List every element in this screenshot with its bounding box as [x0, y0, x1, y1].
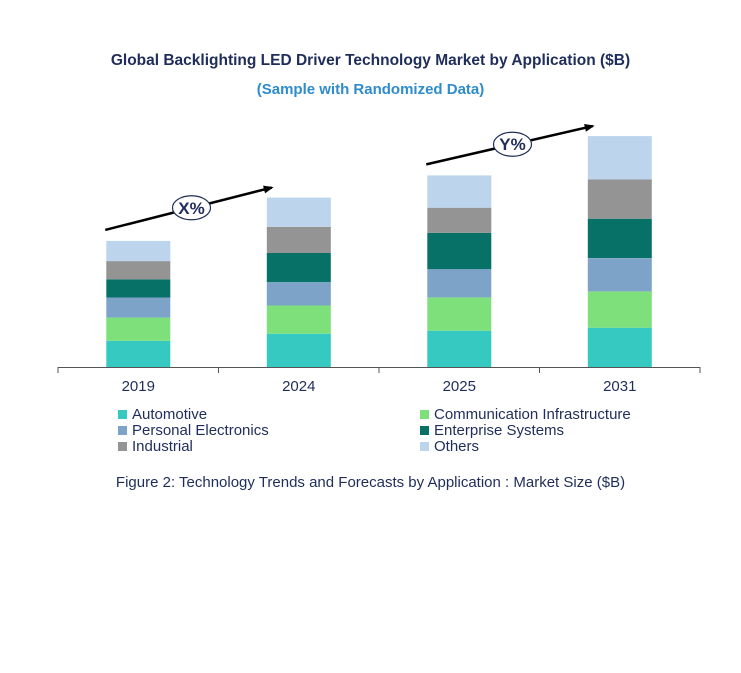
x-axis: 2019 2024 2025 2031 [57, 367, 701, 395]
bar-segment-enterprise-systems-2025 [427, 232, 492, 270]
bar-segment-others-2025 [427, 175, 492, 208]
legend-label: Automotive [132, 406, 208, 423]
bar-segment-personal-electronics-2024 [266, 282, 331, 306]
growth-label: X% [178, 199, 204, 218]
legend-item-others: Others [420, 438, 479, 455]
growth-annotations: X% Y% [104, 123, 595, 232]
bar-segment-communication-infrastructure-2031 [587, 291, 652, 328]
x-tick-label: 2024 [282, 378, 315, 395]
bar-segment-enterprise-systems-2024 [266, 253, 331, 283]
x-tick-label: 2031 [603, 378, 636, 395]
bar-segment-others-2024 [266, 197, 331, 227]
legend-swatch [420, 410, 429, 419]
figure-caption: Figure 2: Technology Trends and Forecast… [115, 474, 626, 491]
legend-label: Personal Electronics [132, 422, 269, 439]
bar-segment-others-2019 [106, 240, 171, 262]
legend-item-enterprise-systems: Enterprise Systems [420, 422, 564, 439]
legend-label: Others [434, 438, 480, 455]
bar-segment-communication-infrastructure-2025 [427, 297, 492, 331]
bar-segment-personal-electronics-2019 [106, 297, 171, 318]
legend-item-industrial: Industrial [118, 438, 193, 455]
bar-segment-personal-electronics-2031 [587, 258, 652, 292]
legend-label: Industrial [132, 438, 193, 455]
bar-segment-communication-infrastructure-2019 [106, 317, 171, 341]
bar-segment-automotive-2031 [587, 327, 652, 367]
legend-swatch [420, 426, 429, 435]
bar-segment-enterprise-systems-2019 [106, 279, 171, 298]
bar-segment-industrial-2025 [427, 207, 492, 233]
bar-segment-personal-electronics-2025 [427, 269, 492, 298]
growth-label: Y% [499, 135, 525, 154]
bar-segment-automotive-2025 [427, 330, 492, 367]
growth-label-bubble [171, 195, 212, 221]
bar-segment-enterprise-systems-2031 [587, 218, 652, 258]
bar-segment-industrial-2019 [106, 261, 171, 280]
bars-group [106, 136, 652, 367]
growth-label-bubble [492, 131, 533, 157]
legend-label: Communication Infrastructure [434, 406, 631, 423]
legend-label: Enterprise Systems [434, 422, 565, 439]
chart-subtitle: (Sample with Randomized Data) [256, 81, 485, 98]
legend-swatch [420, 442, 429, 451]
bar-segment-industrial-2031 [587, 179, 652, 219]
bar-segment-communication-infrastructure-2024 [266, 305, 331, 334]
x-tick-label: 2025 [443, 378, 476, 395]
bar-segment-automotive-2024 [266, 333, 331, 367]
legend-item-communication-infrastructure: Communication Infrastructure [420, 406, 631, 423]
legend-swatch [118, 410, 127, 419]
bar-segment-industrial-2024 [266, 226, 331, 253]
legend-swatch [118, 442, 127, 451]
bar-segment-automotive-2019 [106, 340, 171, 367]
x-tick-label: 2019 [122, 378, 155, 395]
legend-item-personal-electronics: Personal Electronics [118, 422, 269, 439]
chart-title: Global Backlighting LED Driver Technolog… [110, 52, 631, 69]
legend-item-automotive: Automotive [118, 406, 207, 423]
bar-segment-others-2031 [587, 136, 652, 180]
legend-swatch [118, 426, 127, 435]
